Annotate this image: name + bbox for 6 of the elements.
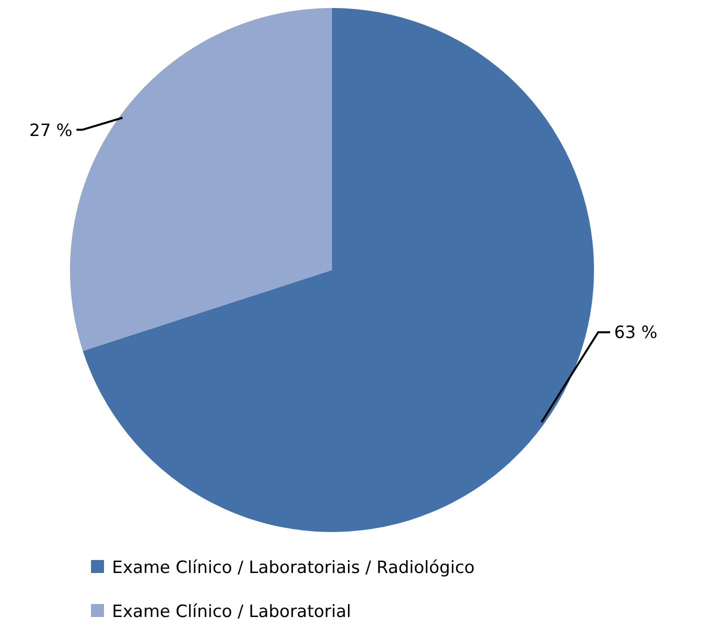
data-label: 63 % <box>614 323 658 344</box>
legend-label: Exame Clínico / Laboratoriais / Radiológico <box>112 558 475 578</box>
pie-slice <box>70 8 332 351</box>
legend-label: Exame Clínico / Laboratorial <box>112 602 352 622</box>
pie-slice <box>82 8 594 532</box>
data-label: 27 % <box>29 120 72 141</box>
